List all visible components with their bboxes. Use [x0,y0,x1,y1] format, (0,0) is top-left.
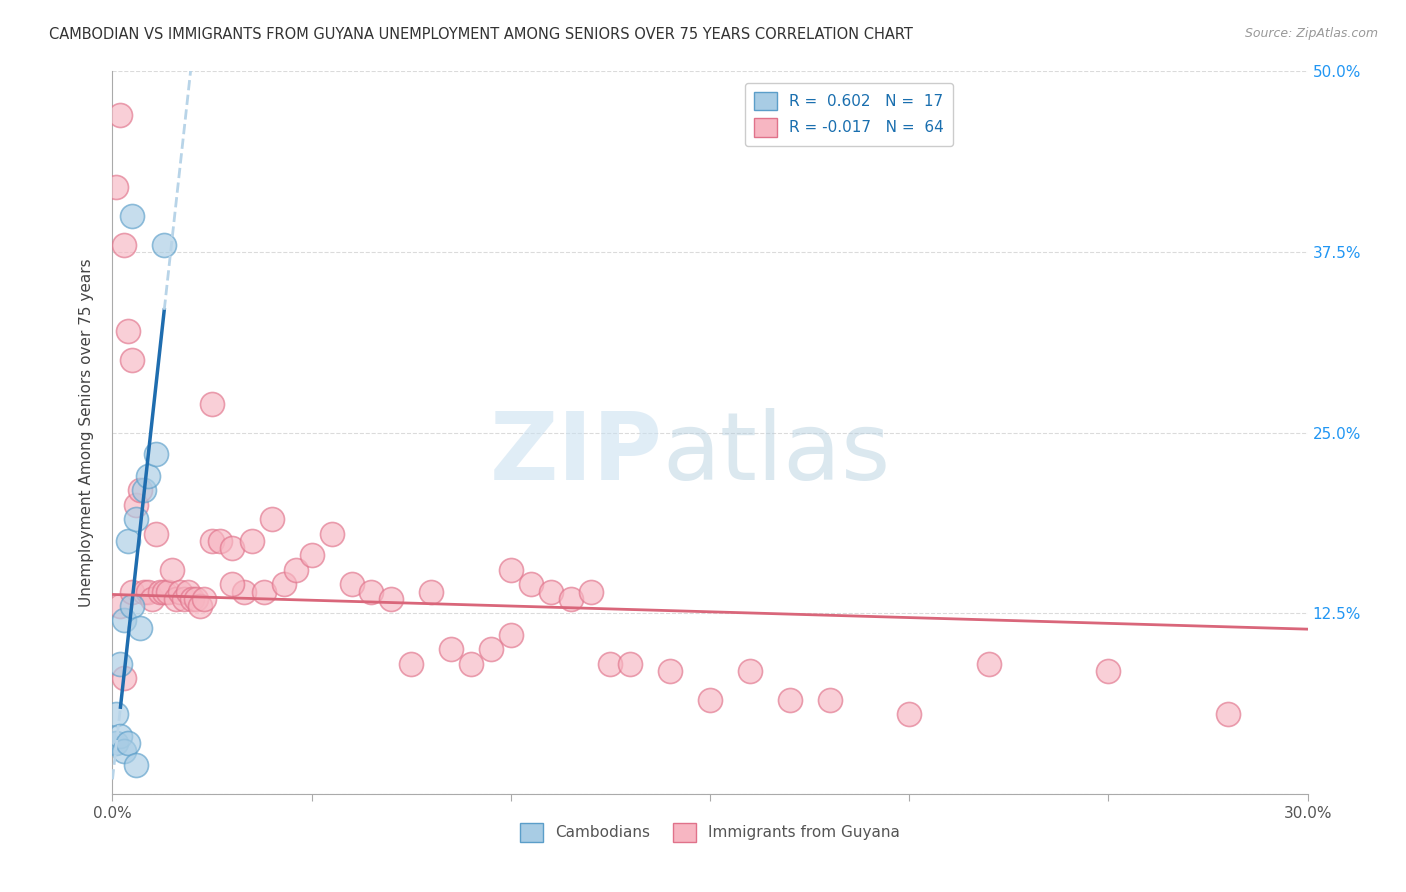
Point [110,657,132,671]
Point [121,599,143,613]
Point [818,693,841,707]
Point [129,621,152,635]
Point [188,599,211,613]
Legend: Cambodians, Immigrants from Guyana: Cambodians, Immigrants from Guyana [513,817,907,847]
Point [260,512,283,526]
Point [699,693,721,707]
Point [121,584,143,599]
Point [401,657,423,671]
Point [110,599,132,613]
Point [173,591,195,606]
Point [134,584,156,599]
Point [201,533,224,548]
Point [520,577,543,591]
Point [440,642,463,657]
Point [114,614,135,628]
Point [221,541,243,556]
Point [233,584,256,599]
Point [149,584,172,599]
Text: CAMBODIAN VS IMMIGRANTS FROM GUYANA UNEMPLOYMENT AMONG SENIORS OVER 75 YEARS COR: CAMBODIAN VS IMMIGRANTS FROM GUYANA UNEM… [49,27,912,42]
Text: atlas: atlas [662,409,890,500]
Point [121,209,143,223]
Point [201,397,224,411]
Point [110,729,132,743]
Point [153,237,176,252]
Point [240,533,263,548]
Point [117,533,139,548]
Point [153,584,176,599]
Point [117,736,139,750]
Point [114,743,135,757]
Point [221,577,243,591]
Point [105,180,128,194]
Point [499,628,522,642]
Point [186,591,208,606]
Point [145,526,167,541]
Point [284,563,307,577]
Point [145,447,167,461]
Point [499,563,522,577]
Point [479,642,502,657]
Point [110,108,132,122]
Point [121,353,143,368]
Point [659,664,682,678]
Point [138,584,160,599]
Y-axis label: Unemployment Among Seniors over 75 years: Unemployment Among Seniors over 75 years [79,259,94,607]
Point [420,584,443,599]
Point [125,498,148,512]
Point [138,469,160,483]
Point [209,533,232,548]
Point [193,591,215,606]
Point [579,584,602,599]
Point [321,526,343,541]
Point [105,707,128,722]
Point [162,563,183,577]
Point [125,758,148,772]
Point [340,577,363,591]
Point [977,657,1000,671]
Point [619,657,641,671]
Point [599,657,621,671]
Point [360,584,382,599]
Point [898,707,921,722]
Point [141,591,163,606]
Point [1216,707,1239,722]
Point [460,657,482,671]
Point [540,584,562,599]
Point [157,584,180,599]
Point [273,577,295,591]
Point [181,591,204,606]
Point [105,736,128,750]
Point [117,325,139,339]
Point [165,591,187,606]
Point [253,584,276,599]
Point [1097,664,1119,678]
Text: ZIP: ZIP [489,409,662,500]
Point [129,483,152,498]
Text: Source: ZipAtlas.com: Source: ZipAtlas.com [1244,27,1378,40]
Point [134,483,156,498]
Point [560,591,582,606]
Point [114,671,135,685]
Point [125,512,148,526]
Point [177,584,200,599]
Point [380,591,402,606]
Point [169,584,191,599]
Point [301,549,323,563]
Point [779,693,801,707]
Point [738,664,761,678]
Point [114,237,135,252]
